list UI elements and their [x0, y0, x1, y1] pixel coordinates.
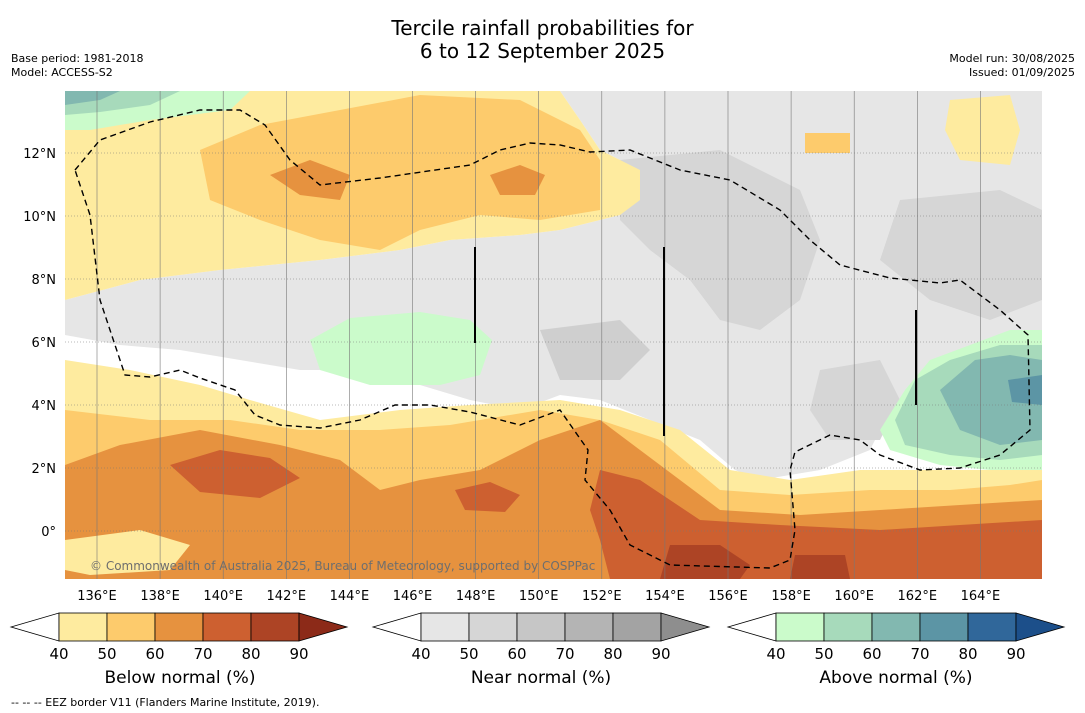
above-normal-label: Above normal (%): [819, 668, 973, 688]
colorbar-tick-label: 80: [958, 645, 977, 663]
colorbar-tick-label: 70: [910, 645, 929, 663]
lat-tick-label: 4°N: [32, 399, 57, 414]
colorbars: 40 50 60 70 80 90 40 50 60 70 80 90 40 50 60 70 80 90: [9, 612, 1066, 663]
colorbar-1: 40 50 60 70 80 90: [371, 612, 711, 663]
colorbar-2: 40 50 60 70 80 90: [726, 612, 1066, 663]
colorbar-tick-label: 40: [411, 645, 430, 663]
lat-tick-label: 12°N: [23, 147, 56, 162]
lat-tick-label: 0°: [41, 525, 56, 540]
colorbar-tick-label: 60: [862, 645, 881, 663]
colorbar-extend-high: [298, 612, 349, 642]
lon-tick-label: 148°E: [456, 589, 496, 604]
colorbar-segment: [106, 612, 156, 642]
colorbar-tick-label: 50: [97, 645, 116, 663]
lon-tick-label: 146°E: [393, 589, 433, 604]
colorbar-segment: [250, 612, 300, 642]
colorbar-segment: [775, 612, 825, 642]
lat-tick-label: 10°N: [23, 210, 56, 225]
colorbar-segment: [612, 612, 662, 642]
copyright-text: © Commonwealth of Australia 2025, Bureau…: [90, 559, 595, 573]
colorbar-extend-low: [726, 612, 777, 642]
colorbar-segment: [516, 612, 566, 642]
lat-tick-label: 8°N: [32, 273, 57, 288]
lon-tick-label: 140°E: [203, 589, 243, 604]
colorbar-tick-label: 90: [1006, 645, 1025, 663]
title-line-1: Tercile rainfall probabilities for: [391, 16, 694, 40]
model-name: Model: ACCESS-S2: [11, 66, 113, 79]
eez-footnote: -- -- -- EEZ border V11 (Flanders Marine…: [11, 696, 320, 709]
colorbar-tick-label: 40: [766, 645, 785, 663]
colorbar-segment: [202, 612, 252, 642]
colorbar-segment: [420, 612, 470, 642]
colorbar-segment: [468, 612, 518, 642]
longitude-labels: 136°E 138°E 140°E 142°E 144°E 146°E 148°E 150°E…: [77, 589, 1000, 604]
colorbar-extend-high: [660, 612, 711, 642]
lon-tick-label: 160°E: [834, 589, 874, 604]
lon-tick-label: 150°E: [519, 589, 559, 604]
colorbar-segment: [919, 612, 969, 642]
colorbar-tick-label: 80: [241, 645, 260, 663]
colorbar-extend-low: [9, 612, 60, 642]
colorbar-extend-high: [1015, 612, 1066, 642]
lon-tick-label: 142°E: [267, 589, 307, 604]
colorbar-tick-label: 60: [145, 645, 164, 663]
colorbar-0: 40 50 60 70 80 90: [9, 612, 349, 663]
colorbar-tick-label: 50: [459, 645, 478, 663]
lat-tick-label: 6°N: [32, 336, 57, 351]
lon-tick-label: 156°E: [708, 589, 748, 604]
title-line-2: 6 to 12 September 2025: [419, 39, 666, 63]
lat-tick-label: 2°N: [32, 462, 57, 477]
below-normal-label: Below normal (%): [104, 668, 256, 688]
colorbar-segment: [154, 612, 204, 642]
colorbar-tick-label: 70: [193, 645, 212, 663]
colorbar-tick-label: 90: [289, 645, 308, 663]
eez-border: [74, 109, 1031, 569]
colorbar-tick-label: 80: [603, 645, 622, 663]
latitude-labels: 12°N 10°N 8°N 6°N 4°N 2°N 0°: [23, 147, 56, 540]
colorbar-segment: [58, 612, 108, 642]
lon-tick-label: 162°E: [898, 589, 938, 604]
colorbar-tick-label: 50: [814, 645, 833, 663]
lon-tick-label: 138°E: [140, 589, 180, 604]
base-period: Base period: 1981-2018: [11, 52, 144, 65]
lon-tick-label: 154°E: [645, 589, 685, 604]
colorbar-segment: [564, 612, 614, 642]
lon-tick-label: 136°E: [77, 589, 117, 604]
lon-tick-label: 152°E: [582, 589, 622, 604]
colorbar-extend-low: [371, 612, 422, 642]
lon-tick-label: 158°E: [771, 589, 811, 604]
map-field: [65, 91, 1042, 579]
model-run: Model run: 30/08/2025: [949, 52, 1075, 65]
colorbar-segment: [823, 612, 873, 642]
graticule: [65, 91, 1042, 579]
colorbar-tick-label: 40: [49, 645, 68, 663]
lon-tick-label: 144°E: [330, 589, 370, 604]
colorbar-tick-label: 70: [555, 645, 574, 663]
colorbar-segment: [967, 612, 1017, 642]
issued-date: Issued: 01/09/2025: [968, 66, 1075, 79]
near-normal-region: [65, 91, 1042, 480]
colorbar-tick-label: 60: [507, 645, 526, 663]
colorbar-segment: [871, 612, 921, 642]
colorbar-tick-label: 90: [651, 645, 670, 663]
above-normal-patch: [310, 312, 492, 385]
lon-tick-label: 164°E: [961, 589, 1001, 604]
near-normal-label: Near normal (%): [470, 668, 612, 688]
